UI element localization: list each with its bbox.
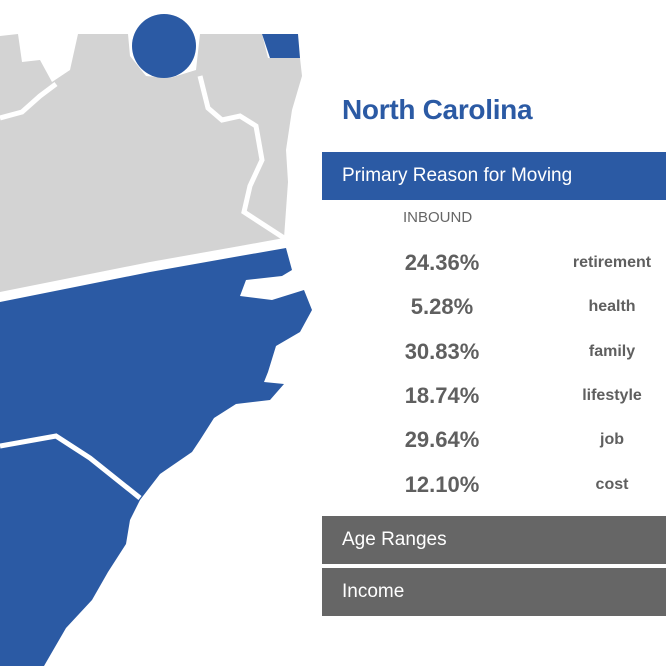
section-header-label: Primary Reason for Moving [342, 165, 573, 186]
reason-label: lifestyle [582, 387, 642, 404]
map-state-north-carolina[interactable] [0, 248, 312, 666]
panel-title: North Carolina [342, 94, 533, 125]
map-state-virginia[interactable] [0, 34, 302, 292]
reason-label: health [588, 298, 636, 315]
reason-label: cost [595, 476, 629, 493]
reason-percent: 30.83% [404, 339, 480, 364]
section-header-age-ranges[interactable]: Age Ranges [322, 516, 666, 564]
reason-percent: 18.74% [404, 383, 480, 408]
reason-percent: 24.36% [404, 250, 480, 275]
reason-row: 18.74% lifestyle [322, 381, 666, 411]
reason-row: 29.64% job [322, 425, 666, 455]
reason-percent: 29.64% [404, 427, 480, 452]
reason-row: 30.83% family [322, 337, 666, 367]
reason-row: 12.10% cost [322, 470, 666, 500]
section-header-label: Income [342, 581, 405, 602]
section-header-income[interactable]: Income [322, 568, 666, 616]
section-header-primary-reason[interactable]: Primary Reason for Moving [322, 152, 666, 200]
reason-label: family [588, 343, 636, 360]
map-state-corner[interactable] [262, 34, 300, 58]
section-header-label: Age Ranges [342, 529, 447, 550]
reason-percent: 5.28% [410, 294, 474, 319]
reason-row: 24.36% retirement [322, 248, 666, 278]
direction-label: INBOUND [403, 209, 473, 226]
reason-label: job [600, 431, 624, 448]
reason-label: retirement [572, 254, 652, 271]
map-state-circle[interactable] [132, 14, 196, 78]
reason-percent: 12.10% [404, 472, 480, 497]
reason-row: 5.28% health [322, 292, 666, 322]
